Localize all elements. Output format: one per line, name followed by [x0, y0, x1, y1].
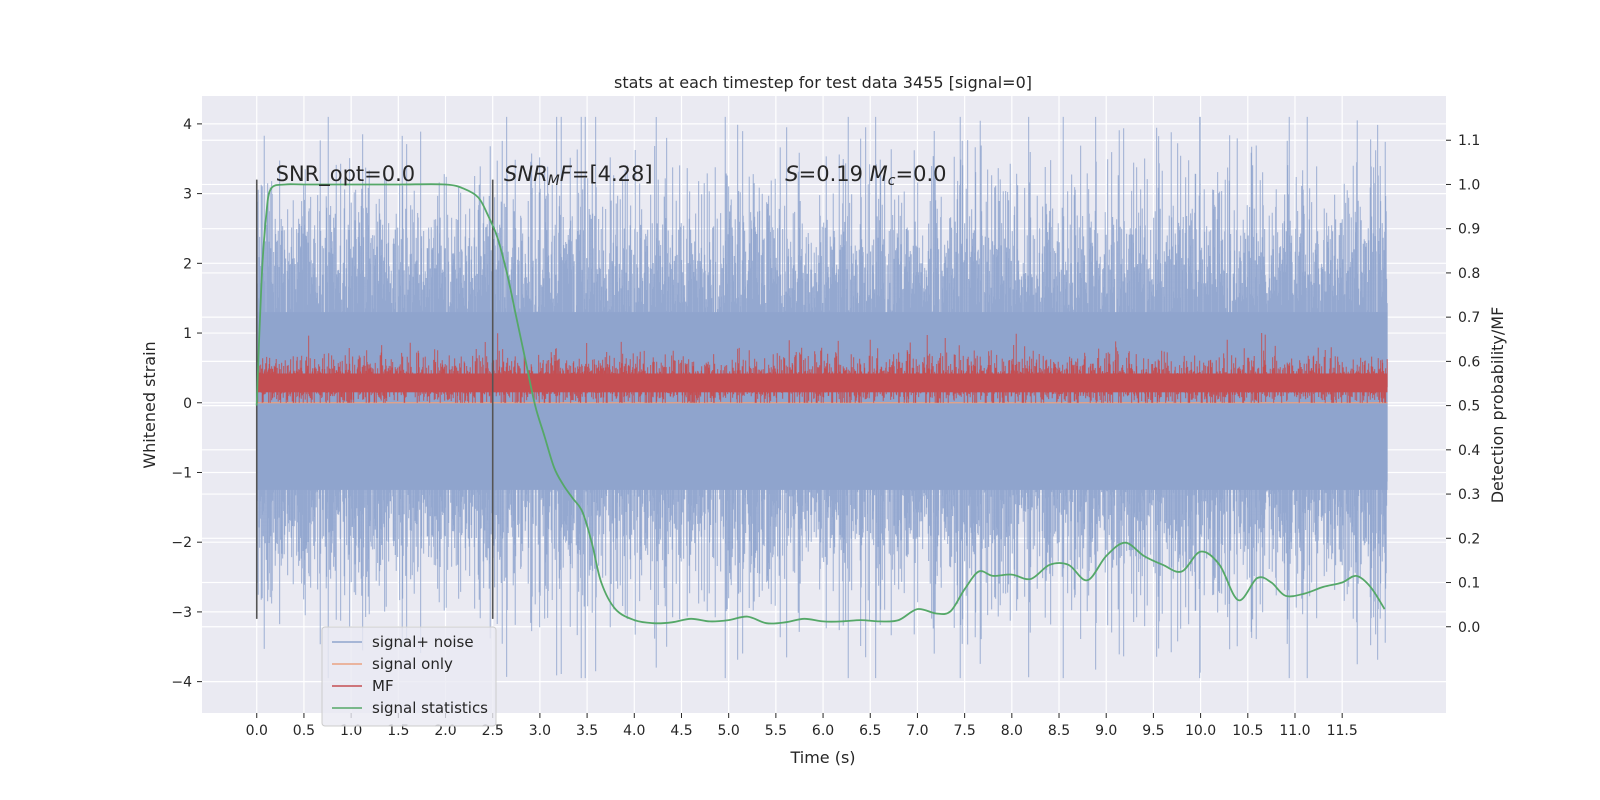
y-axis-label: Whitened strain	[140, 341, 159, 468]
x-tick-label: 2.0	[434, 723, 456, 739]
x-tick-label: 6.0	[812, 723, 834, 739]
y-tick-label: 2	[183, 256, 192, 272]
y-right-tick-label: 0.4	[1458, 443, 1480, 459]
y-right-tick-label: 0.7	[1458, 310, 1480, 326]
annotation-part: =[4.28]	[572, 162, 653, 186]
legend-box	[321, 626, 497, 727]
x-tick-label: 5.0	[718, 723, 740, 739]
x-tick-label: 2.5	[482, 723, 504, 739]
x-tick-label: 1.5	[387, 723, 409, 739]
annotation-part: SNR	[504, 162, 548, 186]
y-right-tick-label: 0.2	[1458, 531, 1480, 547]
y-right-tick-label: 0.6	[1458, 354, 1480, 370]
legend-label-mf: MF	[372, 677, 394, 695]
legend: signal+ noise signal only MF signal stat…	[321, 626, 497, 727]
x-tick-label: 10.5	[1232, 723, 1263, 739]
y-right-tick-label: 0.3	[1458, 487, 1480, 503]
mf-series	[256, 333, 1388, 403]
legend-label-stats: signal statistics	[372, 699, 488, 717]
y-tick-label: −2	[171, 535, 192, 551]
ticks: 0.0 0.5 1.0 1.5 2.0 2.5 3.0 3.5 4.0 4.5 5.0 5.5 6.0 6…	[171, 117, 1480, 739]
mf-core	[256, 373, 1388, 393]
legend-label-signal-only: signal only	[372, 655, 453, 673]
x-tick-label: 11.0	[1279, 723, 1310, 739]
noise-series	[256, 116, 1388, 679]
y-right-tick-label: 1.1	[1458, 133, 1480, 149]
x-axis-label: Time (s)	[789, 748, 855, 767]
y-tick-label: −1	[171, 465, 192, 481]
annotation: SNRMF=[4.28]	[504, 162, 653, 189]
annotation-part: S	[785, 162, 798, 186]
annotations: SNR_opt=0.0 SNRMF=[4.28] S=0.19 Mc=0.0	[276, 162, 947, 189]
x-tick-label: 0.5	[293, 723, 315, 739]
y-tick-label: 0	[183, 396, 192, 412]
x-tick-label: 1.0	[340, 723, 362, 739]
y-right-tick-label: 0.0	[1458, 620, 1480, 636]
y-right-tick-label: 0.5	[1458, 399, 1480, 415]
annotation-part: c	[888, 173, 896, 189]
x-tick-label: 11.5	[1327, 723, 1358, 739]
y-tick-label: 1	[183, 326, 192, 342]
x-tick-label: 9.5	[1142, 723, 1164, 739]
x-tick-label: 9.0	[1095, 723, 1117, 739]
x-tick-label: 0.0	[246, 723, 268, 739]
annotation-part: F	[560, 162, 573, 186]
annotation-part: M	[870, 162, 888, 186]
annotation-part: =0.0	[896, 162, 947, 186]
annotation: SNR_opt=0.0	[276, 162, 416, 187]
x-tick-label: 7.0	[906, 723, 928, 739]
y-tick-label: 4	[183, 117, 192, 133]
noise-core	[256, 312, 1388, 490]
chart-title: stats at each timestep for test data 345…	[614, 73, 1032, 92]
y-right-tick-label: 0.1	[1458, 576, 1480, 592]
x-tick-label: 6.5	[859, 723, 881, 739]
x-tick-label: 3.0	[529, 723, 551, 739]
legend-label-noise: signal+ noise	[372, 633, 474, 651]
y-tick-label: −4	[171, 675, 192, 691]
x-tick-label: 4.5	[670, 723, 692, 739]
y-tick-label: 3	[183, 187, 192, 203]
x-tick-label: 7.5	[954, 723, 976, 739]
y-tick-label: −3	[171, 605, 192, 621]
stats-series	[255, 183, 1386, 625]
x-tick-label: 4.0	[623, 723, 645, 739]
y-right-axis-label: Detection probability/MF	[1488, 307, 1507, 504]
y-right-tick-label: 0.8	[1458, 266, 1480, 282]
x-tick-label: 10.0	[1185, 723, 1216, 739]
annotation-part: =0.19	[799, 162, 870, 186]
y-right-tick-label: 0.9	[1458, 222, 1480, 238]
annotation-part: SNR_opt=0.0	[276, 162, 416, 187]
x-tick-label: 8.0	[1001, 723, 1023, 739]
annotation-part: M	[548, 173, 560, 189]
stats-curve	[255, 183, 1386, 625]
annotation: S=0.19 Mc=0.0	[785, 162, 946, 189]
y-right-tick-label: 1.0	[1458, 177, 1480, 193]
x-tick-label: 8.5	[1048, 723, 1070, 739]
x-tick-label: 3.5	[576, 723, 598, 739]
x-tick-label: 5.5	[765, 723, 787, 739]
